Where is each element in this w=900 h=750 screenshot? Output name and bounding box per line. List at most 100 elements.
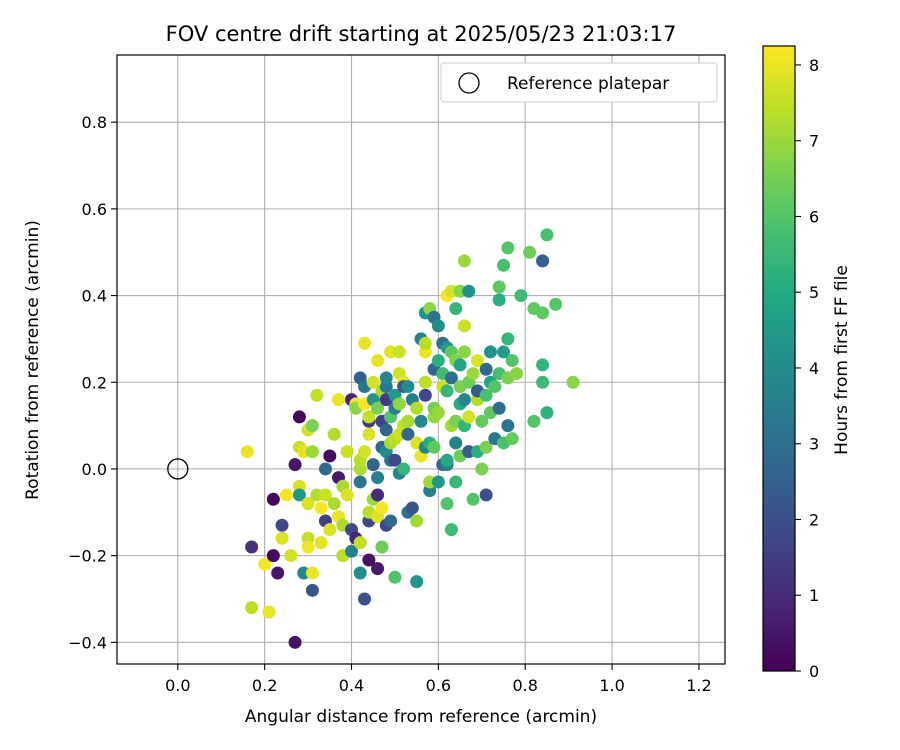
data-point [240, 445, 254, 459]
data-point [501, 241, 515, 255]
data-point [358, 592, 372, 606]
data-point [431, 406, 445, 420]
data-point [284, 549, 298, 563]
data-point [345, 544, 359, 558]
data-point [523, 245, 537, 259]
data-point [340, 488, 354, 502]
x-tick-label: 0.8 [513, 676, 538, 695]
data-point [466, 492, 480, 506]
x-tick-label: 1.2 [686, 676, 711, 695]
data-point [371, 401, 385, 415]
data-point [318, 462, 332, 476]
data-point [479, 440, 493, 454]
data-point [466, 367, 480, 381]
data-point [375, 540, 389, 554]
data-point [371, 471, 385, 485]
data-point [310, 388, 324, 402]
data-point [483, 345, 497, 359]
data-point [388, 453, 402, 467]
data-point [401, 414, 415, 428]
data-point [475, 414, 489, 428]
data-point [275, 518, 289, 532]
data-point [462, 410, 476, 424]
colorbar-tick-label: 3 [809, 435, 819, 454]
data-point [505, 354, 519, 368]
data-point [418, 336, 432, 350]
data-point [462, 284, 476, 298]
x-tick-label: 0.4 [339, 676, 364, 695]
data-point [271, 566, 285, 580]
data-point [410, 575, 424, 589]
data-point [470, 354, 484, 368]
data-point [275, 531, 289, 545]
data-point [353, 566, 367, 580]
data-point [292, 410, 306, 424]
legend-reference-label: Reference platepar [507, 74, 669, 94]
data-point [362, 410, 376, 424]
data-point [449, 436, 463, 450]
data-point [353, 536, 367, 550]
data-point [449, 475, 463, 489]
data-point [305, 566, 319, 580]
x-tick-label: 1.0 [599, 676, 624, 695]
colorbar-label: Hours from first FF file [832, 265, 852, 455]
colorbar-tick-label: 5 [809, 283, 819, 302]
data-point [536, 375, 550, 389]
colorbar-gradient [762, 45, 796, 672]
data-point [514, 289, 528, 303]
data-point [440, 453, 454, 467]
colorbar-tick-label: 0 [809, 662, 819, 681]
colorbar-tick-label: 6 [809, 207, 819, 226]
data-point [449, 302, 463, 316]
data-point [501, 419, 515, 433]
data-point [358, 336, 372, 350]
data-point [536, 358, 550, 372]
x-axis-ticks: 0.0 0.2 0.4 0.6 0.8 1.0 1.2 [165, 664, 712, 695]
data-point [371, 562, 385, 576]
data-point [427, 440, 441, 454]
data-point [401, 427, 415, 441]
data-point [457, 345, 471, 359]
data-point [536, 306, 550, 320]
data-point [405, 501, 419, 515]
data-point [501, 332, 515, 346]
colorbar-tick-label: 1 [809, 586, 819, 605]
data-point [475, 462, 489, 476]
legend-reference-symbol [458, 72, 480, 94]
data-point [536, 254, 550, 268]
data-point [431, 319, 445, 333]
data-point [314, 501, 328, 515]
plot-area [117, 55, 725, 664]
plot-frame [116, 54, 726, 665]
data-point [305, 583, 319, 597]
data-point [540, 406, 554, 420]
data-point [266, 492, 280, 506]
data-point [366, 458, 380, 472]
colorbar-tick-label: 4 [809, 359, 819, 378]
data-point [301, 540, 315, 554]
data-point [262, 605, 276, 619]
legend: Reference platepar [440, 62, 718, 103]
data-point [418, 375, 432, 389]
data-point [331, 393, 345, 407]
data-point [488, 380, 502, 394]
data-point [379, 371, 393, 385]
colorbar: 0 1 2 3 4 5 6 7 8 Hours from first FF file [762, 45, 852, 681]
data-point [431, 475, 445, 489]
data-point [288, 458, 302, 472]
data-point [305, 445, 319, 459]
data-point [397, 462, 411, 476]
colorbar-tick-label: 2 [809, 510, 819, 529]
data-point [410, 514, 424, 528]
data-point [457, 393, 471, 407]
data-point [540, 228, 554, 242]
data-point [453, 358, 467, 372]
data-point [505, 432, 519, 446]
data-point [440, 497, 454, 511]
grid-lines [117, 55, 725, 664]
data-point [340, 445, 354, 459]
y-tick-label: −0.2 [68, 547, 107, 566]
data-point [353, 475, 367, 489]
y-axis-ticks: −0.4 −0.2 0.0 0.2 0.4 0.6 0.8 [68, 113, 117, 652]
